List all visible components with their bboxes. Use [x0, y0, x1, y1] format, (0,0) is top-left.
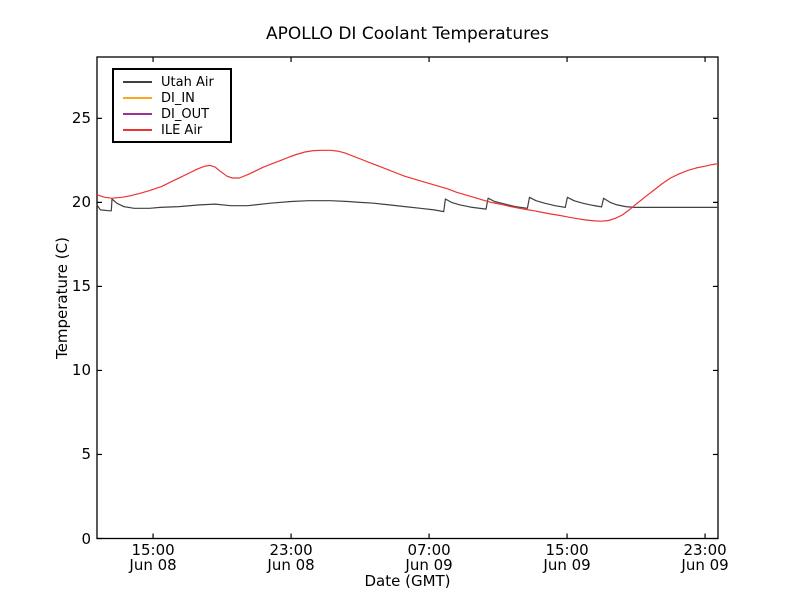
legend-item: DI_IN: [118, 90, 226, 106]
legend-line-sample: [123, 97, 152, 99]
legend: Utah Air DI_IN DI_OUT ILE Air: [112, 68, 232, 143]
x-tick-date: Jun 08: [267, 556, 315, 574]
x-tick-time: 15:00: [545, 541, 589, 559]
series-line-ile-air: [96, 149, 719, 222]
x-tick-time: 07:00: [407, 541, 451, 559]
y-tick-label: 0: [81, 529, 91, 548]
legend-line-sample: [123, 129, 152, 131]
y-tick-label: 25: [71, 109, 91, 128]
x-tick-label: 07:00 Jun 09: [384, 543, 474, 573]
x-tick-label: 23:00 Jun 09: [660, 543, 750, 573]
y-tick-label: 20: [71, 193, 91, 212]
x-axis-label: Date (GMT): [364, 572, 451, 590]
x-tick-time: 15:00: [131, 541, 175, 559]
y-tick-label: 10: [71, 361, 91, 380]
chart-title: APOLLO DI Coolant Temperatures: [265, 24, 550, 44]
x-tick-label: 15:00 Jun 08: [108, 543, 198, 573]
legend-line-sample: [123, 113, 152, 115]
legend-item-label: ILE Air: [161, 122, 203, 138]
legend-line-sample: [123, 81, 152, 83]
x-tick-date: Jun 08: [129, 556, 177, 574]
x-tick-time: 23:00: [683, 541, 727, 559]
legend-item: Utah Air: [118, 74, 226, 90]
legend-item: ILE Air: [118, 122, 226, 138]
axes-frame: [96, 56, 719, 540]
legend-item-label: DI_IN: [161, 90, 195, 106]
x-tick-date: Jun 09: [405, 556, 453, 574]
x-tick-date: Jun 09: [543, 556, 591, 574]
x-tick-time: 23:00: [269, 541, 313, 559]
x-tick-date: Jun 09: [681, 556, 729, 574]
x-tick-label: 15:00 Jun 09: [522, 543, 612, 573]
y-tick-label: 15: [71, 277, 91, 296]
legend-item-label: Utah Air: [161, 74, 214, 90]
y-tick-label: 5: [81, 445, 91, 464]
y-axis-label: Temperature (C): [53, 237, 71, 359]
x-tick-label: 23:00 Jun 08: [246, 543, 336, 573]
series-line-utah-air: [96, 196, 718, 213]
legend-item-label: DI_OUT: [161, 106, 210, 122]
legend-item: DI_OUT: [118, 106, 226, 122]
